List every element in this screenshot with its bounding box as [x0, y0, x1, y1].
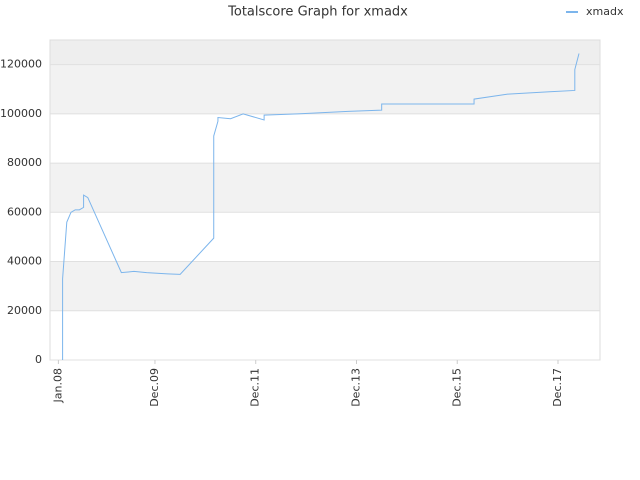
y-tick-label: 80000: [7, 156, 42, 169]
y-tick-label: 40000: [7, 255, 42, 268]
y-tick-label: 60000: [7, 205, 42, 218]
x-tick-label: Dec.17: [551, 368, 564, 407]
plot-band: [50, 261, 600, 311]
y-tick-label: 100000: [0, 107, 42, 120]
y-tick-label: 0: [35, 353, 42, 366]
y-tick-label: 120000: [0, 58, 42, 71]
plot-band: [50, 40, 600, 65]
plot-band: [50, 163, 600, 213]
series-line: [62, 53, 580, 360]
plot-band: [50, 113, 600, 164]
x-tick-label: Dec.13: [349, 368, 362, 407]
y-tick-label: 20000: [7, 304, 42, 317]
x-tick-label: Jan.08: [51, 368, 64, 403]
x-tick-label: Dec.09: [148, 368, 161, 407]
chart-title: Totalscore Graph for xmadx: [227, 5, 408, 20]
plot-band: [50, 212, 600, 262]
legend-label: xmadx: [586, 5, 624, 18]
x-tick-label: Dec.15: [450, 368, 463, 407]
plot-band: [50, 310, 600, 360]
x-tick-label: Dec.11: [249, 368, 262, 407]
plot-band: [50, 64, 600, 114]
